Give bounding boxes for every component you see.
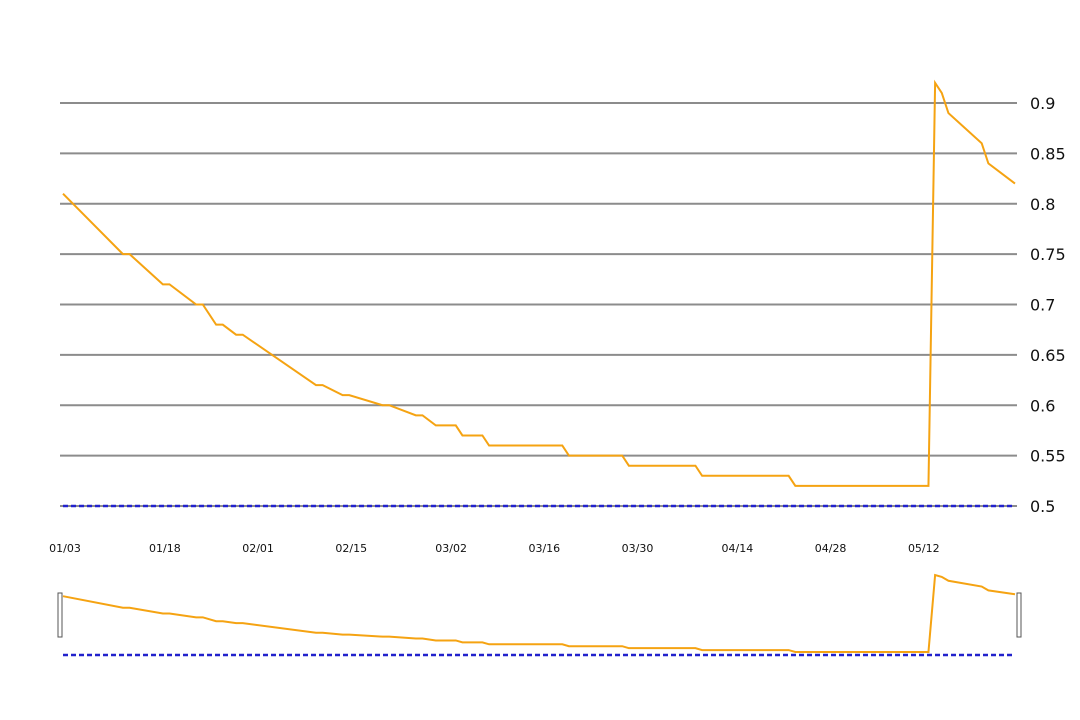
y-tick-label: 0.85 <box>1030 144 1066 163</box>
navigator-series-line <box>62 573 1016 653</box>
x-tick-label: 03/02 <box>435 542 467 555</box>
y-tick-label: 0.6 <box>1030 396 1055 415</box>
x-tick-label: 02/01 <box>242 542 274 555</box>
plot-area <box>62 79 1016 508</box>
x-tick-label: 05/12 <box>908 542 940 555</box>
navigator[interactable] <box>57 573 1022 657</box>
x-tick-label: 04/28 <box>815 542 847 555</box>
y-tick-label: 0.65 <box>1030 346 1066 365</box>
y-tick-label: 0.9 <box>1030 94 1055 113</box>
x-tick-label: 03/16 <box>528 542 560 555</box>
x-tick-label: 04/14 <box>722 542 754 555</box>
x-tick-label: 01/03 <box>49 542 81 555</box>
navigator-left-handle[interactable] <box>57 592 63 638</box>
navigator-right-handle[interactable] <box>1016 592 1022 638</box>
series-line <box>62 79 1016 487</box>
x-tick-label: 01/18 <box>149 542 181 555</box>
y-tick-label: 0.55 <box>1030 447 1066 466</box>
x-axis: 01/03 01/18 02/01 02/15 03/02 03/16 03/30 04/14… <box>49 542 940 555</box>
x-tick-label: 03/30 <box>622 542 654 555</box>
x-tick-label: 02/15 <box>335 542 367 555</box>
y-tick-label: 0.8 <box>1030 195 1055 214</box>
y-tick-label: 0.5 <box>1030 497 1055 516</box>
y-tick-label: 0.75 <box>1030 245 1066 264</box>
y-axis: 0.9 0.85 0.8 0.75 0.7 0.65 0.6 0.55 0.5 <box>1030 94 1066 516</box>
y-tick-label: 0.7 <box>1030 296 1055 315</box>
